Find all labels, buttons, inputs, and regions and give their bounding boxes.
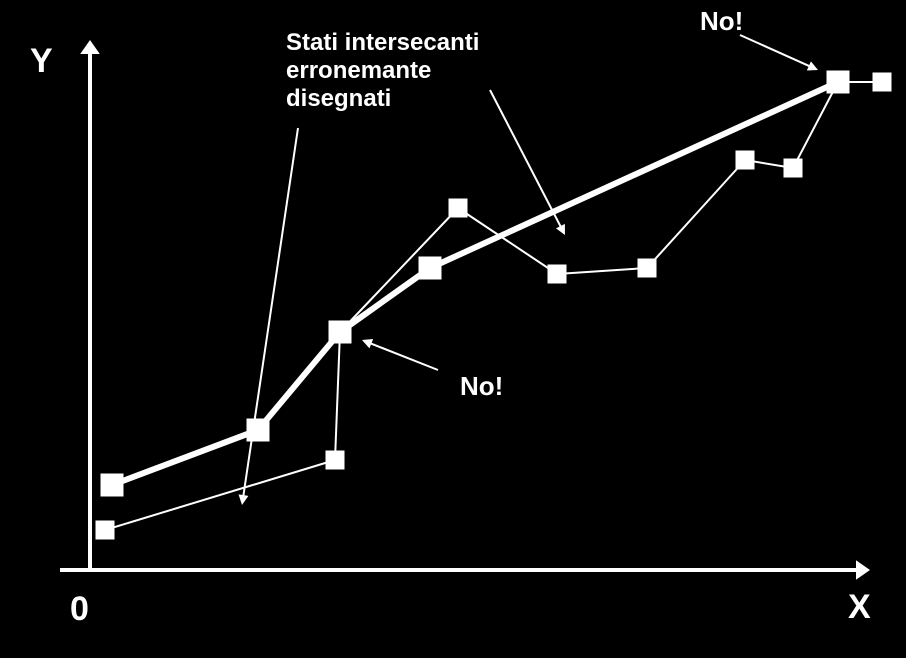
thin-series-marker: [873, 73, 891, 91]
x-axis-label: X: [848, 588, 871, 626]
annotation-arrow-line: [370, 343, 438, 370]
thick-series-marker: [247, 419, 269, 441]
thick-series-marker: [101, 474, 123, 496]
main-annotation: Stati intersecantierronemantedisegnati: [286, 29, 479, 112]
thin-series-marker: [449, 199, 467, 217]
thin-series-markers: [96, 73, 891, 539]
annotation-arrow-line: [740, 35, 810, 66]
y-axis-arrow-icon: [80, 40, 100, 54]
thick-series-line: [112, 82, 838, 485]
thick-series-marker: [419, 257, 441, 279]
origin-label: 0: [70, 590, 89, 628]
thin-series-marker: [784, 159, 802, 177]
y-axis-label: Y: [30, 42, 53, 80]
thin-series-line: [105, 82, 882, 530]
annotation-arrow-head-icon: [239, 494, 249, 505]
main-annotation-line: Stati intersecanti: [286, 29, 479, 56]
thin-series-polyline: [105, 82, 882, 530]
annotation-arrow-line: [243, 128, 298, 496]
thick-series-markers: [101, 71, 849, 496]
thick-series-polyline: [112, 82, 838, 485]
thin-series-marker: [331, 323, 349, 341]
thin-series-marker: [638, 259, 656, 277]
main-annotation-line: disegnati: [286, 85, 391, 112]
annotation-arrow-line: [490, 90, 561, 227]
thin-series-marker: [548, 265, 566, 283]
main-annotation-line: erronemante: [286, 57, 431, 84]
thin-series-marker: [96, 521, 114, 539]
thin-series-marker: [736, 151, 754, 169]
thin-series-marker: [326, 451, 344, 469]
x-axis-arrow-icon: [856, 560, 870, 580]
thin-series-marker: [829, 73, 847, 91]
no-annotation-top: No!: [700, 6, 743, 36]
no-annotation-mid: No!: [460, 371, 503, 401]
